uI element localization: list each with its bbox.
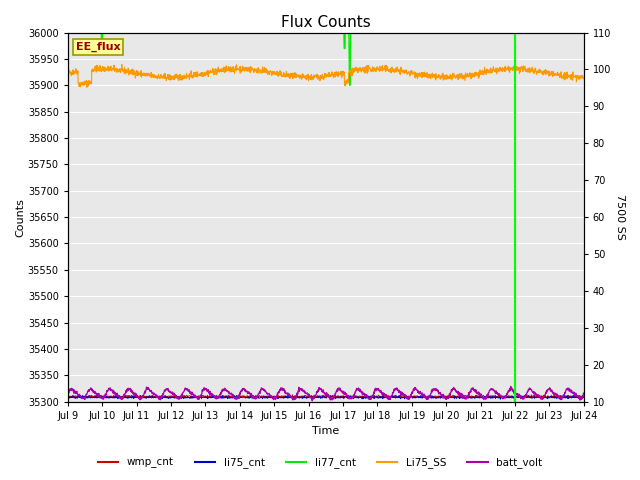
X-axis label: Time: Time [312,426,339,436]
Y-axis label: Counts: Counts [15,198,25,237]
Legend: wmp_cnt, li75_cnt, li77_cnt, Li75_SS, batt_volt: wmp_cnt, li75_cnt, li77_cnt, Li75_SS, ba… [93,453,547,472]
Text: EE_flux: EE_flux [76,42,120,52]
Y-axis label: 7500 SS: 7500 SS [615,194,625,240]
Title: Flux Counts: Flux Counts [281,15,371,30]
